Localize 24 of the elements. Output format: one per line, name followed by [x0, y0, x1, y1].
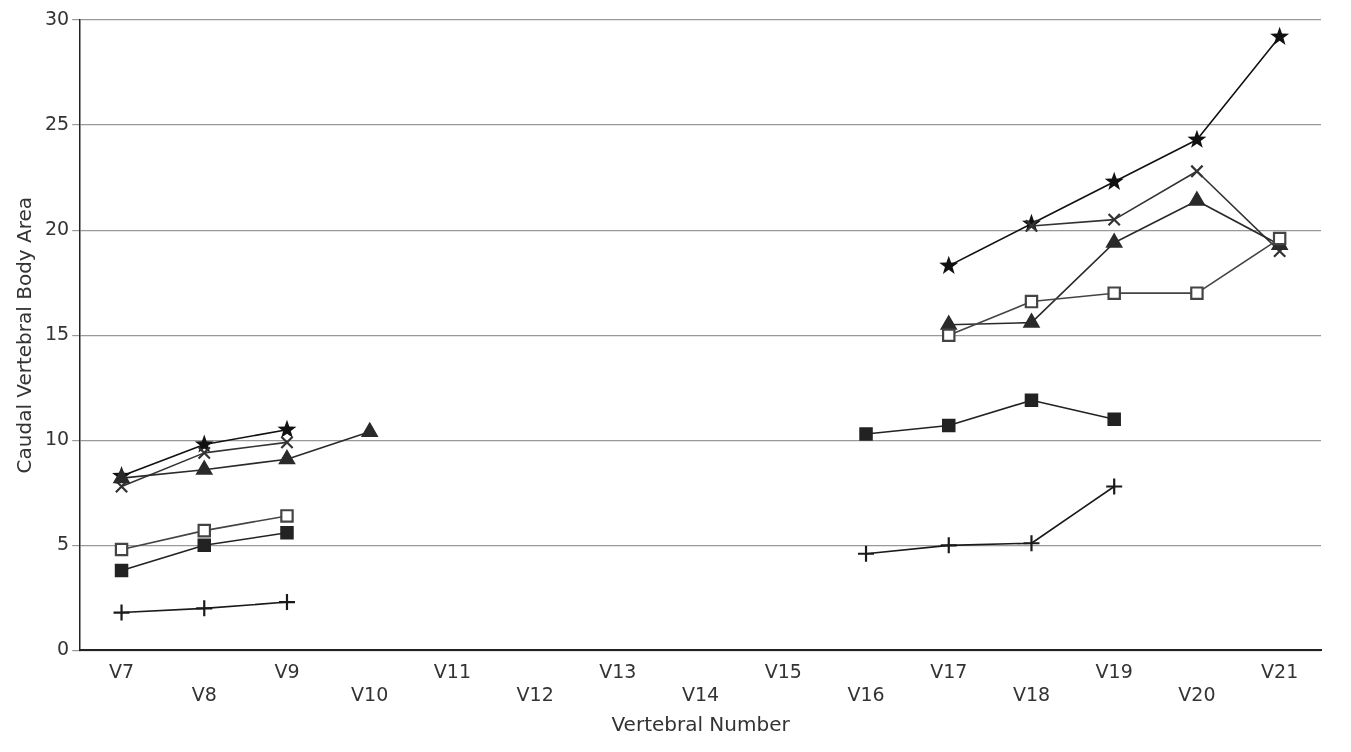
x-tick-label: V10 — [351, 682, 389, 705]
y-tick-label: 20 — [44, 217, 70, 240]
x-axis-title: Vertebral Number — [611, 712, 791, 737]
x-tick-label: V7 — [108, 659, 135, 682]
y-tick-label: 0 — [57, 637, 70, 660]
x-tick-label: V17 — [930, 659, 968, 682]
x-tick-label: V15 — [764, 659, 802, 682]
x-tick-label: V20 — [1178, 682, 1216, 705]
y-tick-label: 30 — [44, 6, 70, 29]
y-tick-label: 10 — [44, 427, 70, 450]
x-tick-label: V8 — [191, 682, 217, 705]
y-tick-label: 15 — [44, 322, 70, 345]
y-tick-label: 25 — [44, 112, 70, 134]
x-tick-label: V18 — [1012, 682, 1051, 705]
x-tick-label: V9 — [274, 659, 300, 682]
x-tick-label: V16 — [847, 682, 885, 705]
x-tick-label: V19 — [1095, 659, 1133, 682]
x-tick-label: V13 — [599, 659, 637, 682]
x-tick-label: V21 — [1261, 659, 1299, 682]
y-tick-label: 5 — [57, 532, 70, 555]
y-axis-title: Caudal Vertebral Body Area — [12, 196, 37, 474]
x-tick-label: V12 — [516, 682, 554, 705]
x-tick-label: V14 — [681, 682, 720, 705]
x-tick-label: V11 — [433, 659, 472, 682]
